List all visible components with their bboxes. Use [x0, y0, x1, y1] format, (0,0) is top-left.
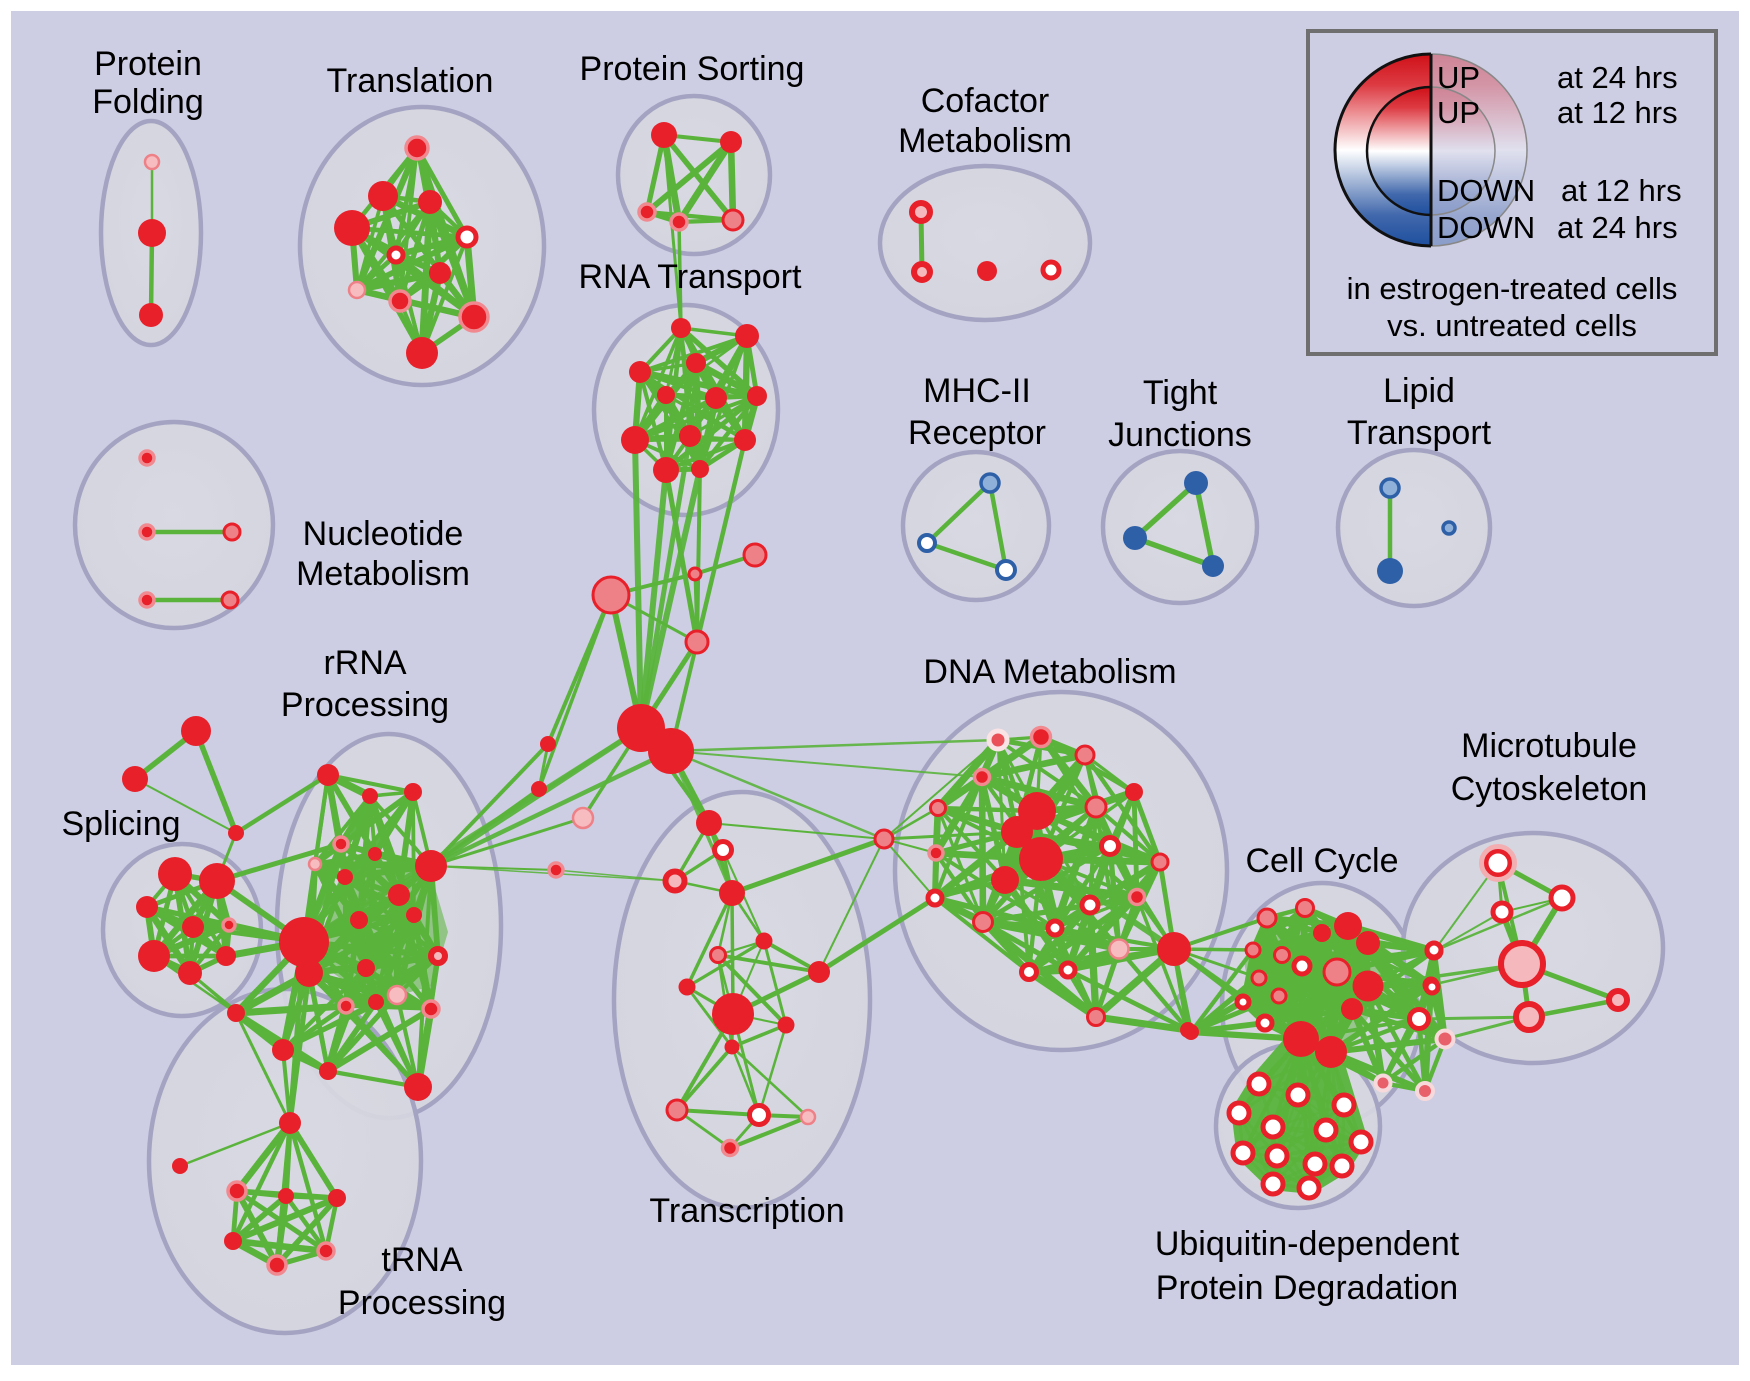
svg-text:Microtubule: Microtubule: [1461, 727, 1637, 765]
svg-text:Transcription: Transcription: [649, 1192, 844, 1230]
svg-text:Processing: Processing: [338, 1284, 506, 1322]
svg-text:Metabolism: Metabolism: [296, 555, 470, 593]
svg-text:Folding: Folding: [92, 83, 204, 121]
svg-text:rRNA: rRNA: [323, 644, 406, 682]
svg-text:Receptor: Receptor: [908, 414, 1046, 452]
svg-text:tRNA: tRNA: [381, 1241, 463, 1279]
svg-text:Metabolism: Metabolism: [898, 122, 1072, 160]
svg-text:Junctions: Junctions: [1108, 416, 1252, 454]
svg-text:DOWN: DOWN: [1437, 173, 1535, 208]
svg-text:Processing: Processing: [281, 686, 449, 724]
svg-text:at 24 hrs: at 24 hrs: [1557, 210, 1678, 245]
svg-text:in estrogen-treated cells: in estrogen-treated cells: [1347, 271, 1678, 306]
svg-text:Protein: Protein: [94, 45, 202, 83]
svg-text:Cell Cycle: Cell Cycle: [1245, 842, 1398, 880]
svg-text:Tight: Tight: [1143, 374, 1218, 412]
svg-text:MHC-II: MHC-II: [923, 372, 1031, 410]
svg-text:Cytoskeleton: Cytoskeleton: [1451, 770, 1648, 808]
svg-text:Protein Sorting: Protein Sorting: [580, 50, 805, 88]
svg-text:UP: UP: [1437, 60, 1480, 95]
svg-text:Nucleotide: Nucleotide: [303, 515, 464, 553]
svg-text:Lipid: Lipid: [1383, 372, 1455, 410]
svg-text:vs. untreated cells: vs. untreated cells: [1387, 308, 1637, 343]
svg-text:RNA Transport: RNA Transport: [579, 258, 803, 296]
svg-text:at 12 hrs: at 12 hrs: [1561, 173, 1682, 208]
svg-text:Splicing: Splicing: [61, 805, 180, 843]
svg-text:at 12 hrs: at 12 hrs: [1557, 95, 1678, 130]
svg-text:at 24 hrs: at 24 hrs: [1557, 60, 1678, 95]
svg-text:DOWN: DOWN: [1437, 210, 1535, 245]
svg-text:UP: UP: [1437, 95, 1480, 130]
svg-text:Ubiquitin-dependent: Ubiquitin-dependent: [1155, 1225, 1460, 1263]
svg-text:Transport: Transport: [1347, 414, 1492, 452]
svg-text:Cofactor: Cofactor: [921, 82, 1050, 120]
svg-text:Translation: Translation: [327, 62, 494, 100]
svg-text:Protein Degradation: Protein Degradation: [1156, 1269, 1458, 1307]
svg-text:DNA Metabolism: DNA Metabolism: [923, 653, 1176, 691]
